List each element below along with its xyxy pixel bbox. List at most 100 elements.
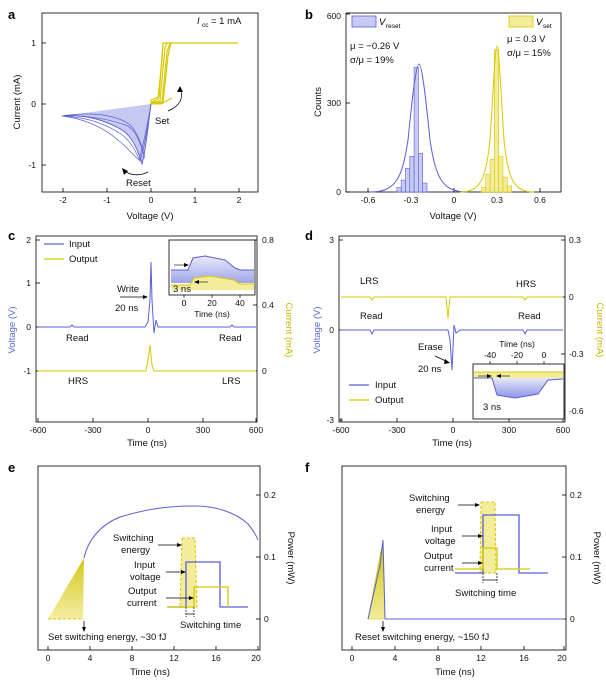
e-energy-area xyxy=(48,558,84,619)
c-xticks: -600 -300 0 300 600 xyxy=(29,418,263,435)
d-xtick: 300 xyxy=(502,425,516,435)
c-y2tick: 0.4 xyxy=(262,300,274,310)
b-bar-reset xyxy=(422,182,428,193)
e-ytick: 0.2 xyxy=(264,490,276,500)
f-ytick: 0.2 xyxy=(570,490,582,500)
a-set-curves xyxy=(150,42,238,105)
b-ytick: 300 xyxy=(327,98,341,108)
c-inset-xtick: 40 xyxy=(235,298,245,308)
panel-e-frame xyxy=(37,465,261,651)
c-read-right: Read xyxy=(219,333,242,344)
a-ylabel: Current (mA) xyxy=(12,75,23,130)
e-ytick: 0 xyxy=(264,614,269,624)
d-lrs: LRS xyxy=(360,276,378,287)
b-bar-reset xyxy=(413,67,419,193)
c-ytick: 0 xyxy=(26,322,31,332)
d-inset: 3 ns -40 -20 0 Time (ns) xyxy=(472,339,565,420)
d-ytick: 0 xyxy=(329,325,334,335)
d-yticks: 3 0 -3 xyxy=(326,235,343,425)
d-y2label: Current (mA) xyxy=(594,303,605,358)
d-erase-ns: 20 ns xyxy=(418,364,441,375)
f-xlabel: Time (ns) xyxy=(435,667,475,678)
a-xtick: 0 xyxy=(149,195,154,205)
d-legend: Input Output xyxy=(349,380,404,406)
c-input-trace xyxy=(38,261,256,334)
d-erase: Erase xyxy=(418,342,443,353)
d-hrs: HRS xyxy=(516,279,536,290)
b-set-mu: μ = 0.3 V xyxy=(507,34,546,45)
b-reset-fit xyxy=(369,63,469,193)
d-y2tick: -0.3 xyxy=(569,349,584,359)
d-read-right: Read xyxy=(518,311,541,322)
f-xtick: 20 xyxy=(557,653,567,663)
e-xtick: 0 xyxy=(46,653,51,663)
e-xticks: 0 4 8 12 16 20 xyxy=(46,646,261,663)
f-output-current-1: Output xyxy=(424,551,453,562)
a-reset-curves xyxy=(61,103,152,166)
c-yticks: 2 1 0 -1 xyxy=(23,235,40,376)
b-legend-reset: V reset xyxy=(351,15,401,30)
b-bar-set xyxy=(485,173,491,193)
a-condition-sub: cc xyxy=(202,22,209,29)
b-bar-reset xyxy=(405,167,411,193)
c-xtick: 600 xyxy=(249,425,263,435)
a-xtick: 1 xyxy=(193,195,198,205)
c-inset-xlabel: Time (ns) xyxy=(194,309,230,319)
b-set-sigma: σ/μ = 15% xyxy=(507,48,551,59)
panel-c-label: c xyxy=(8,228,15,243)
a-xlabel: Voltage (V) xyxy=(127,211,174,222)
panel-e-label: e xyxy=(8,460,15,475)
a-set-label: Set xyxy=(155,116,170,127)
e-output-current-trace xyxy=(167,586,229,608)
e-switching-energy-1: Switching xyxy=(113,533,154,544)
a-condition-rest: = 1 mA xyxy=(211,16,242,27)
b-legend-set-sub: set xyxy=(543,23,552,30)
d-inset-xtick: -20 xyxy=(511,350,524,360)
f-xtick: 8 xyxy=(436,653,441,663)
c-write-arrow-head xyxy=(143,295,148,299)
b-bar-reset xyxy=(400,179,406,193)
a-condition: I cc = 1 mA xyxy=(197,16,242,29)
e-switching-time: Switching time xyxy=(180,620,241,631)
panel-c-frame xyxy=(35,235,258,423)
c-ytick: 2 xyxy=(26,235,31,245)
panel-f: f 0.2 0.1 0 0 4 8 12 16 20 Time (ns) Pow… xyxy=(305,460,602,678)
f-input-voltage-trace xyxy=(455,514,548,574)
b-legend-set-swatch xyxy=(508,15,534,28)
e-switching-energy-2: energy xyxy=(121,545,150,556)
c-inset-input-fill xyxy=(171,256,254,283)
b-bar-reset xyxy=(409,156,415,193)
f-ytick: 0 xyxy=(570,614,575,624)
d-xtick: -600 xyxy=(332,425,349,435)
c-inset-ns: 3 ns xyxy=(173,284,191,295)
a-condition-main: I xyxy=(197,16,200,27)
panel-a-xticks: -2 -1 0 1 2 xyxy=(59,188,242,205)
f-switching-energy-2: energy xyxy=(416,505,445,516)
f-schematic: Switching energy Input voltage Output cu… xyxy=(409,493,548,599)
f-switching-energy-box xyxy=(479,501,497,574)
a-ytick: 1 xyxy=(31,38,36,48)
d-input-trace xyxy=(341,324,563,371)
panel-f-label: f xyxy=(305,460,310,475)
f-footer: Reset switching energy, ~150 fJ xyxy=(355,632,489,643)
f-xticks: 0 4 8 12 16 20 xyxy=(350,646,567,663)
b-bar-reset xyxy=(396,187,402,193)
e-energy-arrow-head xyxy=(82,627,86,632)
d-inset-input-fill xyxy=(474,378,563,398)
e-footer: Set switching energy, ~30 fJ xyxy=(48,632,167,643)
d-xtick: -300 xyxy=(388,425,405,435)
c-output-trace xyxy=(38,344,256,372)
b-legend-set: V set xyxy=(508,15,552,30)
d-ytick: 3 xyxy=(329,235,334,245)
e-xtick: 4 xyxy=(88,653,93,663)
reset-arrow-head xyxy=(122,168,128,175)
c-write: Write xyxy=(117,284,139,295)
e-power-curve xyxy=(83,505,259,559)
b-xtick: 0.6 xyxy=(534,195,546,205)
d-y2tick: 0.3 xyxy=(569,235,581,245)
d-erase-arrow-head xyxy=(444,359,450,364)
f-ytick: 0.1 xyxy=(570,552,582,562)
c-legend: Input Output xyxy=(44,239,98,265)
f-xtick: 4 xyxy=(393,653,398,663)
e-output-current-2: current xyxy=(127,598,157,609)
